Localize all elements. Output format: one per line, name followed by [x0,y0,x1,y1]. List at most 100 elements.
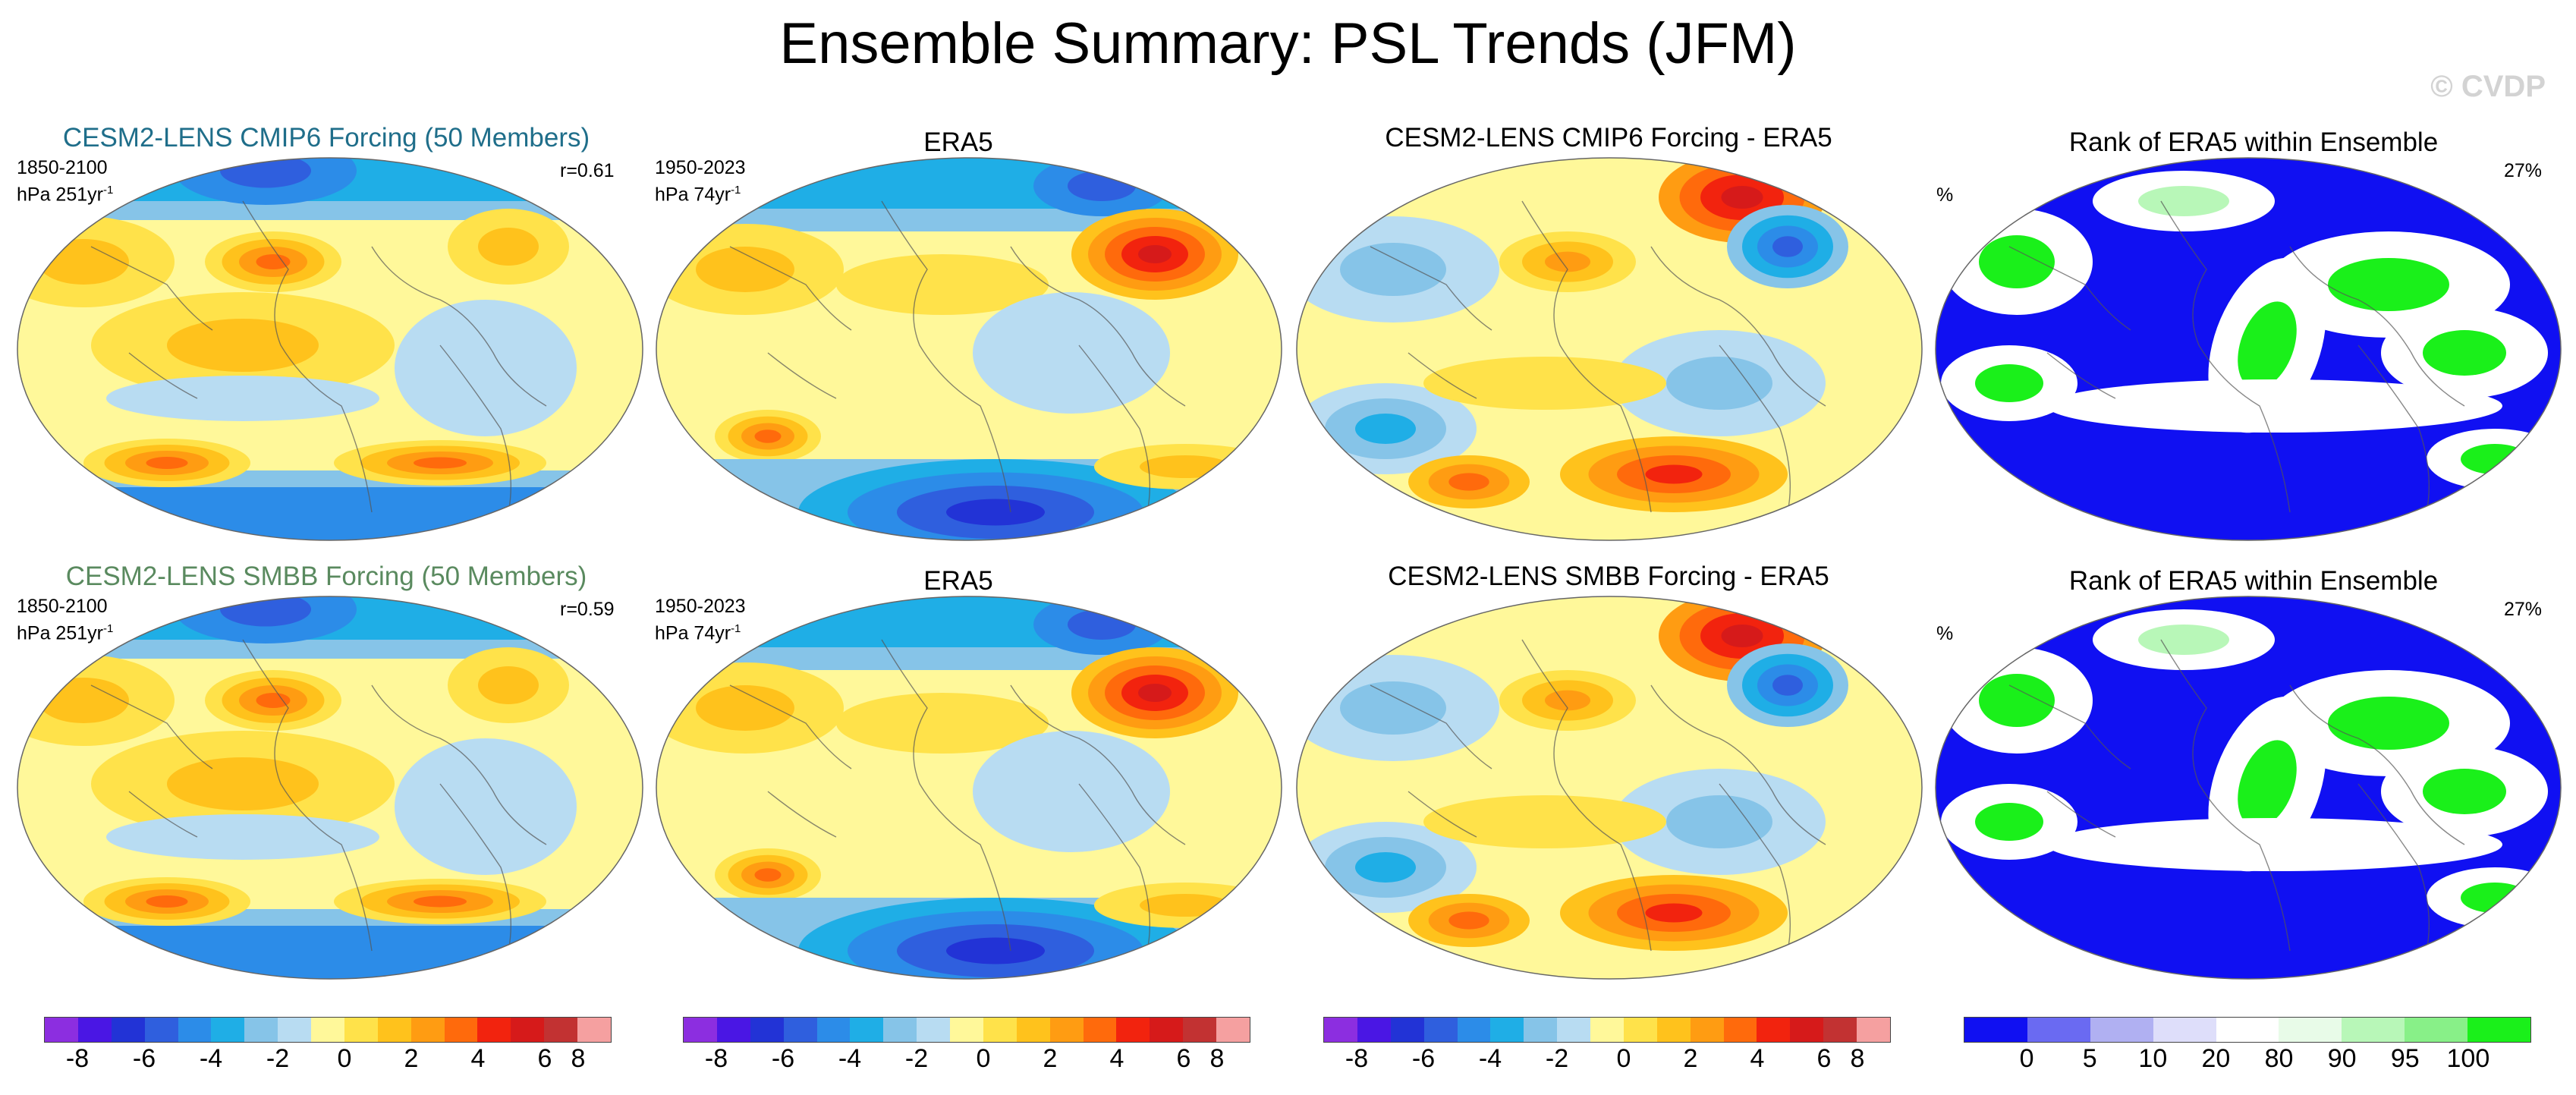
colorbar-tick-label: 8 [1209,1044,1225,1073]
map-rank-row1 [1933,156,2563,543]
colorbar-obs-ticks: -8 -6 -4 -2 0 2 4 6 8 [683,1044,1260,1082]
colorbar-tick-label: -6 [132,1044,156,1073]
colorbar-swatch [716,1018,750,1042]
colorbar-swatch [1016,1018,1050,1042]
panel-title-model-row1: CESM2-LENS CMIP6 Forcing (50 Members) [62,123,590,153]
colorbar-swatch [2090,1018,2153,1042]
colorbar-tick-label: -2 [904,1044,929,1073]
colorbar-swatch [2279,1018,2342,1042]
colorbar-tick-label: 80 [2264,1044,2294,1073]
colorbar-swatch [850,1018,884,1042]
colorbar-swatch [1790,1018,1824,1042]
map-diff-row2 [1294,594,1924,981]
colorbar-tick-label: 4 [470,1044,486,1073]
colorbar-tick-label: -6 [771,1044,795,1073]
obs-period-row2: 1950-2023 hPa 74yr-1 [655,596,746,644]
colorbar-swatch [1723,1018,1757,1042]
map-obs-row1 [654,156,1284,543]
colorbar-model-ticks: -8 -6 -4 -2 0 2 4 6 8 [44,1044,621,1082]
page-title: Ensemble Summary: PSL Trends (JFM) [779,11,1797,76]
colorbar-swatch [684,1018,717,1042]
colorbar-swatch [244,1018,278,1042]
units-label: hPa 74yr-1 [655,184,741,206]
cvdp-watermark: © CVDP [2430,70,2546,103]
colorbar-tick-label: 10 [2138,1044,2168,1073]
colorbar-tick-label: 0 [976,1044,991,1073]
colorbar-tick-label: -2 [1545,1044,1569,1073]
colorbar-tick-label: -2 [266,1044,290,1073]
units-label: hPa 251yr-1 [17,622,114,644]
panel-title-rank-row2: Rank of ERA5 within Ensemble [2068,566,2439,596]
colorbar-swatch [816,1018,851,1042]
colorbar-swatch [511,1018,545,1042]
colorbar-tick-label: -8 [65,1044,90,1073]
colorbar-swatch [77,1018,112,1042]
colorbar-swatch [1490,1018,1524,1042]
map-svg [17,157,643,541]
colorbar-swatch [883,1018,917,1042]
map-rank-row2 [1933,594,2563,981]
colorbar-swatch [983,1018,1017,1042]
colorbar-swatch [278,1018,311,1042]
rank-percent-label-row1: % [1936,184,1954,206]
obs-period-row1: 1950-2023 hPa 74yr-1 [655,157,746,206]
panel-title-obs-row2: ERA5 [923,566,993,596]
colorbar-tick-label: -8 [704,1044,728,1073]
colorbar-swatch [211,1018,245,1042]
colorbar-model [44,1017,612,1043]
colorbar-rank-ticks: 0 5 10 20 80 90 95 100 [1964,1044,2540,1082]
colorbar-swatch [1656,1018,1691,1042]
colorbar-tick-label: -4 [838,1044,862,1073]
colorbar-tick-label: 8 [571,1044,586,1073]
colorbar-swatch [477,1018,511,1042]
colorbar-swatch [111,1018,145,1042]
colorbar-swatch [750,1018,784,1042]
colorbar-swatch [1623,1018,1657,1042]
colorbar-swatch [377,1018,411,1042]
colorbar-swatch [1590,1018,1624,1042]
colorbar-swatch [1049,1018,1084,1042]
colorbar-swatch [1757,1018,1791,1042]
colorbar-swatch [2342,1018,2405,1042]
colorbar-swatch [1357,1018,1391,1042]
colorbar-swatch [917,1018,950,1042]
colorbar-tick-label: 2 [1043,1044,1058,1073]
colorbar-swatch [1083,1018,1117,1042]
map-svg [17,596,643,980]
colorbar-tick-label: 90 [2327,1044,2357,1073]
colorbar-swatch [410,1018,445,1042]
map-diff-row1 [1294,156,1924,543]
colorbar-obs [683,1017,1250,1043]
map-svg [1296,157,1923,541]
colorbar-swatch [1390,1018,1424,1042]
colorbar-swatch [1857,1018,1890,1042]
colorbar-diff [1323,1017,1891,1043]
rank-percent-value-row1: 27% [2504,160,2543,181]
colorbar-swatch [2405,1018,2468,1042]
colorbar-tick-label: 4 [1750,1044,1765,1073]
colorbar-tick-label: 100 [2446,1044,2490,1073]
period-label: 1950-2023 [655,157,746,178]
colorbar-swatch [1324,1018,1357,1042]
map-obs-row2 [654,594,1284,981]
colorbar-tick-label: 0 [1616,1044,1631,1073]
map-svg [1296,596,1923,980]
colorbar-rank [1964,1017,2531,1043]
colorbar-swatch [344,1018,378,1042]
colorbar-swatch [2027,1018,2090,1042]
map-model-row2 [15,594,645,981]
colorbar-tick-label: 95 [2390,1044,2420,1073]
colorbar-swatch [1183,1018,1216,1042]
map-svg [656,596,1282,980]
colorbar-swatch [1823,1018,1857,1042]
colorbar-swatch [544,1018,577,1042]
correlation-label-row2: r=0.59 [560,599,615,620]
panel-title-obs-row1: ERA5 [923,127,993,157]
colorbar-swatch [1964,1018,2027,1042]
period-label: 1950-2023 [655,596,746,617]
units-label: hPa 251yr-1 [17,184,114,206]
colorbar-tick-label: 20 [2201,1044,2231,1073]
colorbar-swatch [783,1018,817,1042]
rank-percent-label-row2: % [1936,623,1954,644]
rank-percent-value-row2: 27% [2504,599,2543,620]
